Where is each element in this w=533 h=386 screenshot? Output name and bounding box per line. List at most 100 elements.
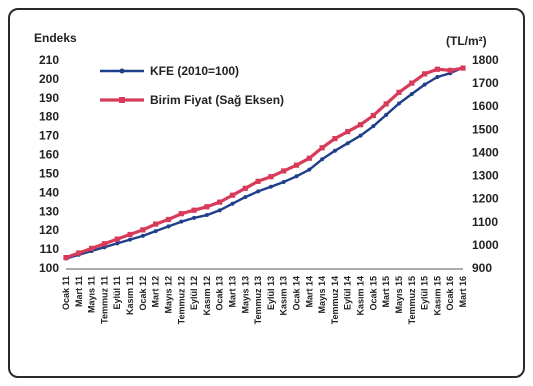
data-point bbox=[242, 185, 248, 191]
data-point bbox=[101, 241, 108, 247]
data-point bbox=[384, 112, 389, 117]
data-point bbox=[217, 208, 222, 213]
x-tick-label: Mayıs 11 bbox=[87, 276, 97, 313]
data-point bbox=[217, 199, 223, 205]
data-point bbox=[204, 213, 209, 218]
data-point bbox=[229, 192, 236, 198]
legend-label: KFE (2010=100) bbox=[150, 64, 239, 78]
data-point bbox=[319, 145, 325, 151]
x-tick-label: Eylül 15 bbox=[420, 276, 430, 310]
data-point bbox=[63, 255, 69, 261]
x-tick-label: Mart 16 bbox=[458, 276, 468, 308]
x-tick-label: Temmuz 11 bbox=[99, 276, 109, 324]
left-tick-label: 130 bbox=[39, 204, 59, 218]
data-point bbox=[191, 207, 197, 213]
x-tick-label: Mayıs 15 bbox=[394, 276, 404, 314]
data-point bbox=[178, 211, 184, 217]
data-point bbox=[255, 178, 261, 184]
x-tick-label: Temmuz 15 bbox=[407, 276, 417, 324]
data-point bbox=[409, 92, 414, 97]
data-point bbox=[140, 227, 146, 233]
data-point bbox=[332, 148, 337, 153]
left-tick-label: 180 bbox=[39, 110, 59, 124]
data-point bbox=[294, 174, 299, 179]
x-tick-label: Ocak 12 bbox=[138, 276, 148, 311]
x-tick-label: Ocak 11 bbox=[61, 276, 71, 310]
x-tick-label: Mayıs 12 bbox=[163, 276, 173, 314]
data-point bbox=[153, 221, 159, 227]
x-tick-label: Ocak 16 bbox=[445, 276, 455, 311]
right-tick-label: 1300 bbox=[472, 169, 499, 183]
left-tick-label: 170 bbox=[39, 129, 59, 143]
right-tick-label: 1500 bbox=[472, 122, 499, 136]
data-point bbox=[422, 82, 427, 87]
x-tick-label: Ocak 15 bbox=[368, 276, 378, 311]
x-tick-label: Eylül 14 bbox=[343, 276, 353, 310]
right-tick-label: 1700 bbox=[472, 76, 499, 90]
left-tick-label: 110 bbox=[40, 242, 60, 256]
x-tick-label: Mart 13 bbox=[227, 276, 237, 308]
right-tick-label: 1400 bbox=[472, 145, 499, 159]
x-tick-label: Temmuz 12 bbox=[176, 276, 186, 324]
data-point bbox=[447, 67, 453, 73]
data-point bbox=[165, 216, 172, 223]
data-point bbox=[307, 167, 312, 172]
data-point bbox=[268, 184, 273, 189]
data-point bbox=[204, 204, 210, 210]
data-point bbox=[76, 250, 82, 256]
data-point bbox=[358, 133, 363, 138]
data-point bbox=[281, 168, 287, 174]
right-axis-title: (TL/m²) bbox=[446, 34, 487, 48]
x-tick-label: Mayıs 14 bbox=[317, 276, 327, 314]
left-tick-label: 140 bbox=[39, 185, 59, 199]
legend-label: Birim Fiyat (Sağ Eksen) bbox=[150, 93, 284, 107]
data-point bbox=[293, 162, 300, 168]
left-tick-label: 210 bbox=[39, 53, 59, 67]
data-point bbox=[396, 101, 401, 106]
x-tick-label: Ocak 13 bbox=[215, 276, 225, 311]
left-tick-label: 160 bbox=[39, 148, 59, 162]
data-point bbox=[320, 157, 325, 162]
x-tick-label: Eylül 13 bbox=[266, 276, 276, 310]
x-tick-label: Kasım 15 bbox=[432, 276, 442, 316]
x-tick-label: Kasım 14 bbox=[356, 276, 366, 316]
data-point bbox=[128, 237, 133, 242]
data-point bbox=[166, 224, 171, 229]
left-tick-label: 100 bbox=[39, 261, 59, 275]
data-point bbox=[357, 122, 364, 128]
x-tick-label: Kasım 11 bbox=[125, 276, 135, 315]
data-point bbox=[396, 89, 402, 95]
x-tick-label: Temmuz 14 bbox=[330, 276, 340, 324]
series-line-kfe bbox=[65, 66, 464, 260]
data-point bbox=[345, 141, 350, 146]
data-point bbox=[421, 71, 428, 77]
x-tick-label: Mart 12 bbox=[151, 276, 161, 308]
x-tick-label: Eylül 12 bbox=[189, 276, 199, 310]
data-point bbox=[230, 201, 235, 206]
x-tick-label: Eylül 11 bbox=[112, 276, 122, 310]
data-point bbox=[127, 231, 133, 238]
plot-area: 100 110 120 130 140 150 160 170 180 190 200 210 900 1… bbox=[39, 53, 499, 324]
left-tick-label: 150 bbox=[39, 166, 59, 180]
x-tick-label: Mayıs 13 bbox=[240, 276, 250, 314]
data-point bbox=[460, 65, 466, 71]
data-point bbox=[434, 66, 440, 72]
x-tick-label: Mart 14 bbox=[304, 276, 314, 308]
data-point bbox=[115, 241, 120, 246]
x-tick-label: Kasım 13 bbox=[279, 276, 289, 316]
left-axis-title: Endeks bbox=[34, 31, 77, 45]
legend-marker bbox=[119, 97, 125, 103]
data-point bbox=[409, 80, 415, 86]
x-tick-label: Mart 15 bbox=[381, 276, 391, 308]
x-tick-label: Kasım 12 bbox=[202, 276, 212, 316]
data-point bbox=[89, 245, 95, 251]
right-tick-label: 1000 bbox=[472, 238, 499, 252]
data-point bbox=[371, 124, 376, 129]
data-point bbox=[243, 195, 248, 200]
data-point bbox=[256, 189, 261, 194]
right-tick-label: 900 bbox=[472, 261, 492, 275]
left-tick-label: 120 bbox=[39, 223, 59, 237]
data-point bbox=[268, 174, 274, 180]
data-point bbox=[435, 75, 440, 80]
